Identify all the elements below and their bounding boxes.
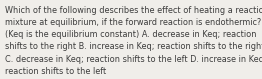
Text: mixture at equilibrium, if the forward reaction is endothermic?: mixture at equilibrium, if the forward r… (5, 18, 261, 27)
Text: reaction shifts to the left: reaction shifts to the left (5, 67, 106, 76)
Text: C. decrease in Keq; reaction shifts to the left D. increase in Keq;: C. decrease in Keq; reaction shifts to t… (5, 55, 262, 64)
Text: shifts to the right B. increase in Keq; reaction shifts to the right: shifts to the right B. increase in Keq; … (5, 42, 262, 51)
Text: (Keq is the equilibrium constant) A. decrease in Keq; reaction: (Keq is the equilibrium constant) A. dec… (5, 30, 256, 39)
Text: Which of the following describes the effect of heating a reaction: Which of the following describes the eff… (5, 6, 262, 15)
